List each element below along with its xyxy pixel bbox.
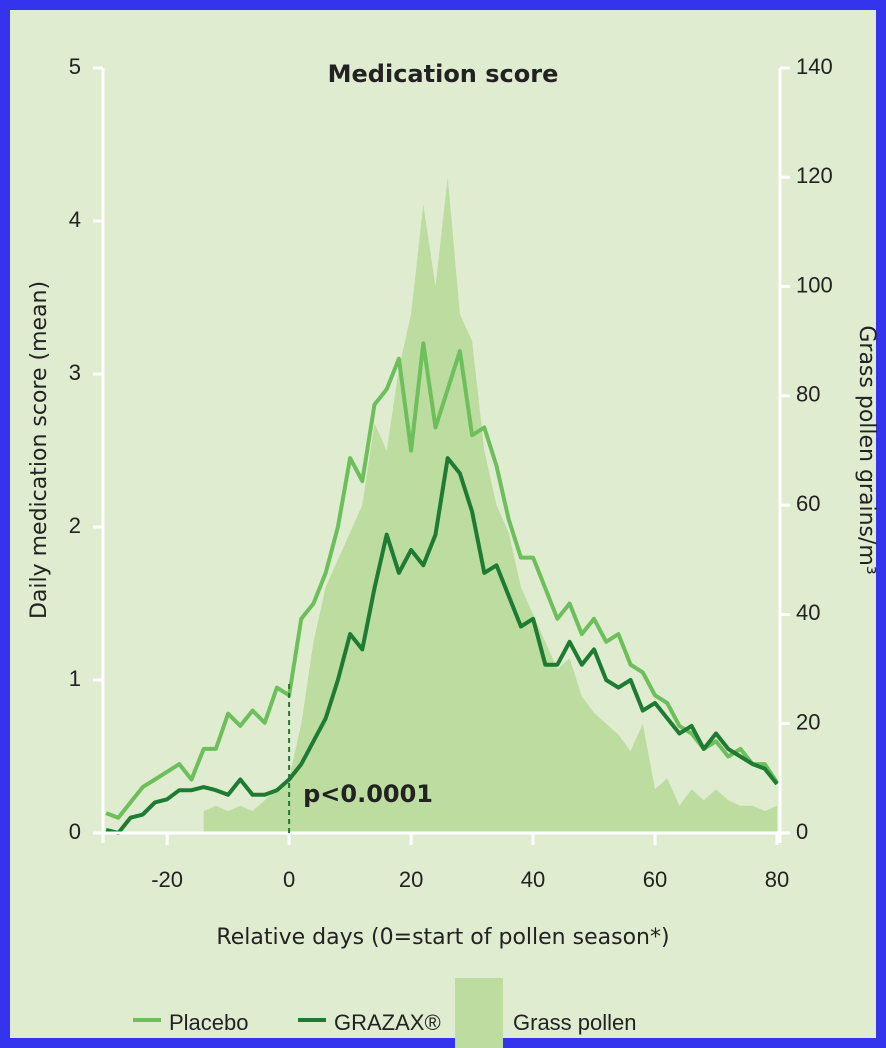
x-tick-label: 40 <box>521 867 545 892</box>
chart-title: Medication score <box>328 60 559 88</box>
x-tick-label: 0 <box>283 867 295 892</box>
legend-label: GRAZAX® <box>334 1010 441 1035</box>
y-tick-label: 5 <box>69 54 81 79</box>
y2-tick-label: 20 <box>796 710 820 735</box>
y-tick-label: 1 <box>69 666 81 691</box>
y2-tick-label: 60 <box>796 491 820 516</box>
legend-label: Placebo <box>169 1010 249 1035</box>
series-line <box>105 456 779 835</box>
y-tick-label: 2 <box>69 513 81 538</box>
y2-tick-label: 80 <box>796 382 820 407</box>
legend-label: Grass pollen <box>513 1010 637 1035</box>
y-tick-label: 4 <box>69 207 81 232</box>
y2-tick-label: 140 <box>796 54 833 79</box>
y2-tick-label: 100 <box>796 272 833 297</box>
x-tick-label: 20 <box>399 867 423 892</box>
annotation: p<0.0001 <box>303 780 433 808</box>
x-tick-label: -20 <box>151 867 183 892</box>
x-tick-label: 60 <box>643 867 667 892</box>
legend-swatch <box>455 978 503 1048</box>
y2-axis-title: Grass pollen grains/m³ <box>854 325 879 574</box>
y2-tick-label: 40 <box>796 600 820 625</box>
series-line <box>105 341 779 820</box>
y-tick-label: 3 <box>69 360 81 385</box>
x-axis-title: Relative days (0=start of pollen season*… <box>216 925 669 950</box>
y-axis-title: Daily medication score (mean) <box>27 281 52 619</box>
y-tick-label: 0 <box>69 819 81 844</box>
y2-tick-label: 120 <box>796 163 833 188</box>
x-tick-label: 80 <box>765 867 789 892</box>
y2-tick-label: 0 <box>796 819 808 844</box>
pollen-area <box>203 177 777 834</box>
